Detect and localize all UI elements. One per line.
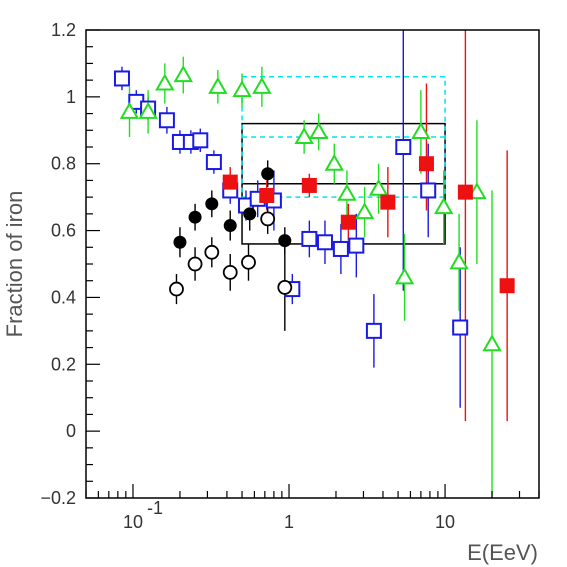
open-triangle-point-4 <box>208 76 228 94</box>
filled-square-point-2 <box>301 177 317 193</box>
filled-square-point-1 <box>259 187 275 203</box>
x-tick-label-1: 1 <box>284 512 294 532</box>
open-square-point-6 <box>192 132 209 149</box>
filled-square-point-5 <box>418 156 434 172</box>
x-axis-title: E(EeV) <box>467 540 538 565</box>
open-square-point-20 <box>452 319 469 336</box>
y-tick-label-6: 1 <box>66 87 76 107</box>
open-square-point-18 <box>395 139 412 155</box>
open-circle-point-0 <box>169 281 184 297</box>
y-axis-title: Fraction of iron <box>2 191 27 338</box>
y-tick-label-4: 0.6 <box>51 221 76 241</box>
filled-circle-point-4 <box>243 207 257 221</box>
filled-square-point-4 <box>380 194 396 210</box>
y-tick-label-7: 1.2 <box>51 20 76 40</box>
open-triangle-point-15 <box>433 197 454 215</box>
open-triangle-point-9 <box>324 153 344 171</box>
open-square-point-3 <box>158 112 175 129</box>
x-tick-exponent-0: -1 <box>147 498 163 518</box>
filled-circle-point-0 <box>173 235 187 249</box>
open-circle-point-2 <box>204 244 220 260</box>
open-square-point-13 <box>301 230 318 247</box>
x-axis-ticks: 10-11 10 <box>85 484 540 532</box>
open-triangle-point-16 <box>449 252 469 270</box>
y-tick-label-2: 0.2 <box>51 354 76 374</box>
open-triangle-point-6 <box>252 76 272 94</box>
open-square-point-16 <box>348 237 365 254</box>
filled-square-point-7 <box>499 278 515 294</box>
open-circle-point-6 <box>277 279 293 295</box>
open-triangle-point-8 <box>308 121 329 139</box>
open-triangle-point-12 <box>368 178 389 196</box>
open-triangle-point-2 <box>155 73 175 91</box>
data-markers <box>113 65 515 352</box>
open-triangle-point-17 <box>467 182 487 200</box>
y-tick-label-5: 0.8 <box>51 154 76 174</box>
filled-circle-point-3 <box>223 219 237 233</box>
filled-circle-point-5 <box>261 167 275 181</box>
y-tick-label-1: 0 <box>66 421 76 441</box>
open-square-point-7 <box>205 154 222 171</box>
open-triangle-point-5 <box>232 80 252 98</box>
x-tick-label-0: 10 <box>123 512 143 532</box>
y-tick-label-0: −0.2 <box>40 488 76 508</box>
open-triangle-point-13 <box>394 267 415 285</box>
open-triangle-point-11 <box>354 202 375 220</box>
open-circle-point-3 <box>222 264 238 280</box>
open-circle-point-5 <box>260 211 276 227</box>
open-triangle-point-7 <box>294 126 314 144</box>
open-triangle-point-14 <box>411 121 431 139</box>
filled-circle-point-1 <box>188 210 202 224</box>
filled-circle-point-2 <box>205 197 219 211</box>
x-tick-label-2: 10 <box>435 512 455 532</box>
open-square-point-15 <box>332 240 349 257</box>
filled-square-point-0 <box>222 174 238 190</box>
filled-square-point-6 <box>457 184 473 200</box>
open-triangle-point-1 <box>138 101 158 119</box>
open-triangle-point-18 <box>482 334 502 352</box>
open-square-point-17 <box>365 322 382 339</box>
open-triangle-point-10 <box>337 183 357 201</box>
y-axis-ticks: −0.2 0 0.2 0.4 0.6 0.8 1 1.2 <box>40 20 100 508</box>
open-square-point-19 <box>420 182 437 199</box>
open-triangle-point-3 <box>173 65 193 83</box>
open-triangle-point-0 <box>119 101 140 119</box>
open-circle-point-1 <box>187 256 203 272</box>
filled-circle-point-6 <box>278 234 292 248</box>
open-circle-point-4 <box>241 254 256 270</box>
y-tick-label-3: 0.4 <box>51 287 76 307</box>
open-square-point-0 <box>113 70 130 87</box>
filled-square-point-3 <box>340 214 356 230</box>
open-square-point-14 <box>316 234 333 251</box>
